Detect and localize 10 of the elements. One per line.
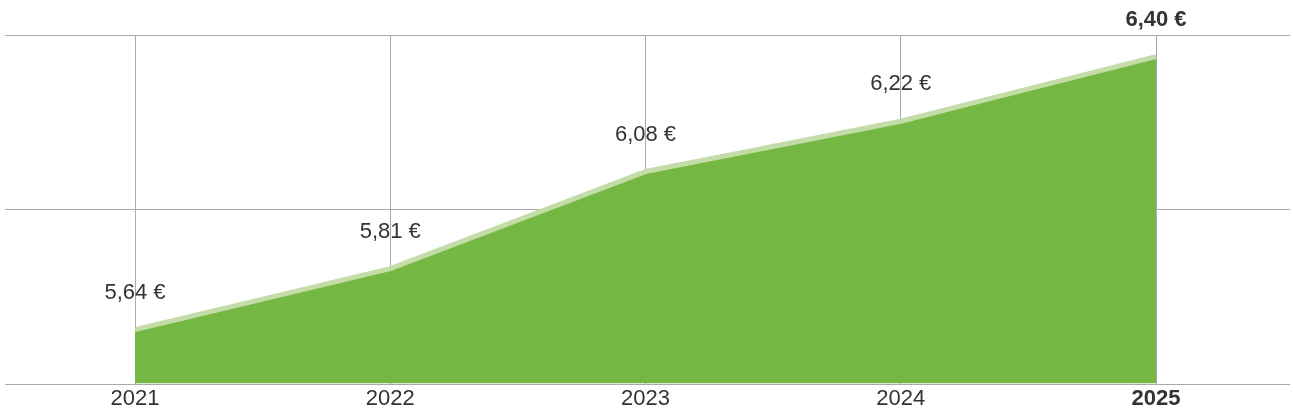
x-tick-label: 2022 xyxy=(365,384,415,410)
data-label: 6,08 € xyxy=(614,120,677,146)
data-label: 6,22 € xyxy=(870,70,932,96)
data-label: 5,81 € xyxy=(359,217,421,243)
x-tick-label: 2025 xyxy=(1131,384,1181,410)
x-tick-label: 2021 xyxy=(110,384,160,410)
x-tick-label: 2024 xyxy=(876,384,926,410)
data-label: 6,40 € xyxy=(1125,5,1187,31)
x-tick-label: 2023 xyxy=(621,384,670,410)
data-label: 5,64 € xyxy=(104,278,166,304)
